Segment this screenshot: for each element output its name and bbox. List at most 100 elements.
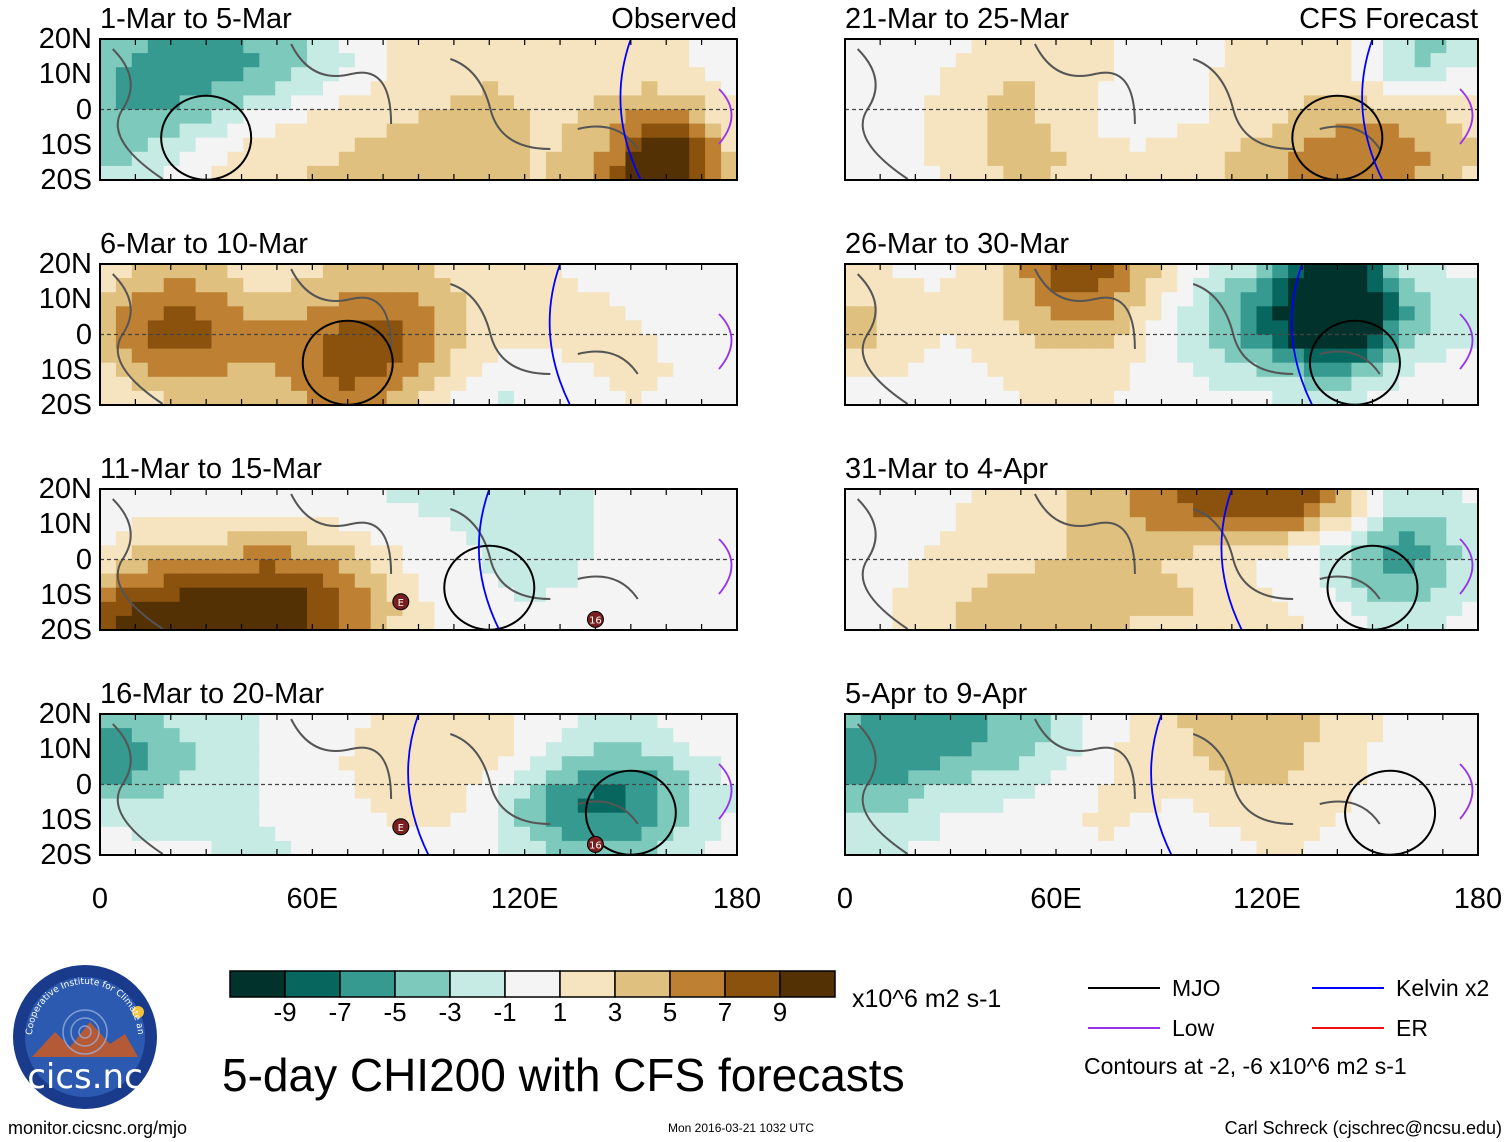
field-cell [1098, 320, 1115, 336]
field-cell [1240, 334, 1257, 350]
field-cell [1303, 306, 1321, 321]
field-cell [892, 137, 909, 153]
field-cell [940, 517, 957, 532]
field-cell [307, 784, 324, 800]
field-cell [1145, 601, 1163, 617]
field-cell [1066, 770, 1083, 786]
field-cell [370, 545, 388, 561]
field-cell [275, 137, 292, 153]
field-cell [482, 742, 499, 757]
field-cell [530, 615, 547, 630]
field-cell [1098, 489, 1115, 504]
field-cell [530, 812, 547, 828]
field-cell [940, 81, 957, 96]
field-cell [1335, 137, 1352, 153]
field-cell [354, 81, 372, 96]
field-cell [386, 756, 404, 771]
field-cell [147, 784, 165, 800]
field-cell [1367, 573, 1384, 589]
field-cell [1335, 53, 1352, 68]
field-cell [434, 587, 451, 603]
field-cell [530, 306, 547, 321]
field-cell [402, 770, 420, 786]
field-cell [307, 742, 324, 757]
field-cell [1256, 545, 1273, 561]
field-cell [689, 798, 706, 814]
field-cell [514, 348, 531, 364]
field-cell [1462, 601, 1478, 617]
field-cell [1430, 306, 1447, 321]
field-cell [1019, 587, 1036, 603]
field-cell [876, 840, 893, 855]
field-cell [1383, 587, 1400, 603]
field-cell [892, 531, 909, 546]
field-cell [482, 81, 499, 96]
field-cell [1303, 489, 1321, 504]
field-cell [291, 784, 308, 800]
field-cell [657, 601, 674, 617]
field-cell [1430, 587, 1447, 603]
field-cell [876, 531, 893, 546]
field-cell [1240, 531, 1257, 546]
field-cell [1145, 376, 1163, 392]
field-cell [561, 826, 579, 842]
field-cell [386, 292, 404, 307]
field-cell [1256, 123, 1273, 139]
field-cell [1462, 812, 1478, 828]
field-cell [1303, 573, 1321, 589]
field-cell [908, 306, 925, 321]
field-cell [987, 798, 1004, 814]
field-cell [179, 545, 197, 561]
field-cell [1319, 95, 1337, 111]
field-cell [386, 67, 404, 82]
field-cell [275, 81, 292, 96]
field-cell [275, 728, 292, 743]
field-cell [1414, 728, 1432, 743]
field-cell [924, 137, 941, 153]
field-cell [307, 292, 324, 307]
field-cell [1003, 714, 1020, 729]
field-cell [987, 320, 1004, 336]
field-cell [323, 742, 340, 757]
field-cell [1367, 306, 1384, 321]
field-cell [1177, 756, 1194, 771]
field-cell [354, 264, 372, 279]
field-cell [354, 756, 372, 771]
footer-url[interactable]: monitor.cicsnc.org/mjo [8, 1118, 188, 1138]
field-cell [721, 264, 737, 279]
field-cell [705, 334, 722, 350]
field-cell [1034, 798, 1052, 814]
field-cell [924, 587, 941, 603]
field-cell [323, 601, 340, 617]
field-cell [1034, 67, 1052, 82]
field-cell [1383, 95, 1400, 111]
storm-marker [586, 610, 604, 628]
field-cell [514, 826, 531, 842]
field-cell [577, 39, 595, 54]
field-cell [625, 615, 642, 630]
field-cell [1256, 39, 1273, 54]
field-cell [1129, 306, 1147, 321]
field-cell [971, 489, 988, 504]
field-cell [115, 714, 133, 729]
field-cell [530, 601, 547, 617]
field-cell [1193, 742, 1210, 757]
field-cell [1161, 306, 1178, 321]
field-cell [1383, 573, 1400, 589]
field-cell [845, 840, 862, 855]
field-cell [1193, 165, 1210, 180]
field-cell [876, 559, 893, 575]
field-cell [657, 292, 674, 307]
field-cell [1367, 503, 1384, 518]
field-cell [1161, 728, 1178, 743]
field-cell [1398, 165, 1416, 180]
field-cell [131, 137, 149, 153]
field-cell [402, 165, 420, 180]
field-cell [227, 573, 244, 589]
field-cell [338, 756, 356, 771]
field-cell [1050, 123, 1068, 139]
field-cell [1003, 517, 1020, 532]
field-cell [1303, 826, 1321, 842]
field-cell [163, 67, 181, 82]
field-cell [338, 812, 356, 828]
